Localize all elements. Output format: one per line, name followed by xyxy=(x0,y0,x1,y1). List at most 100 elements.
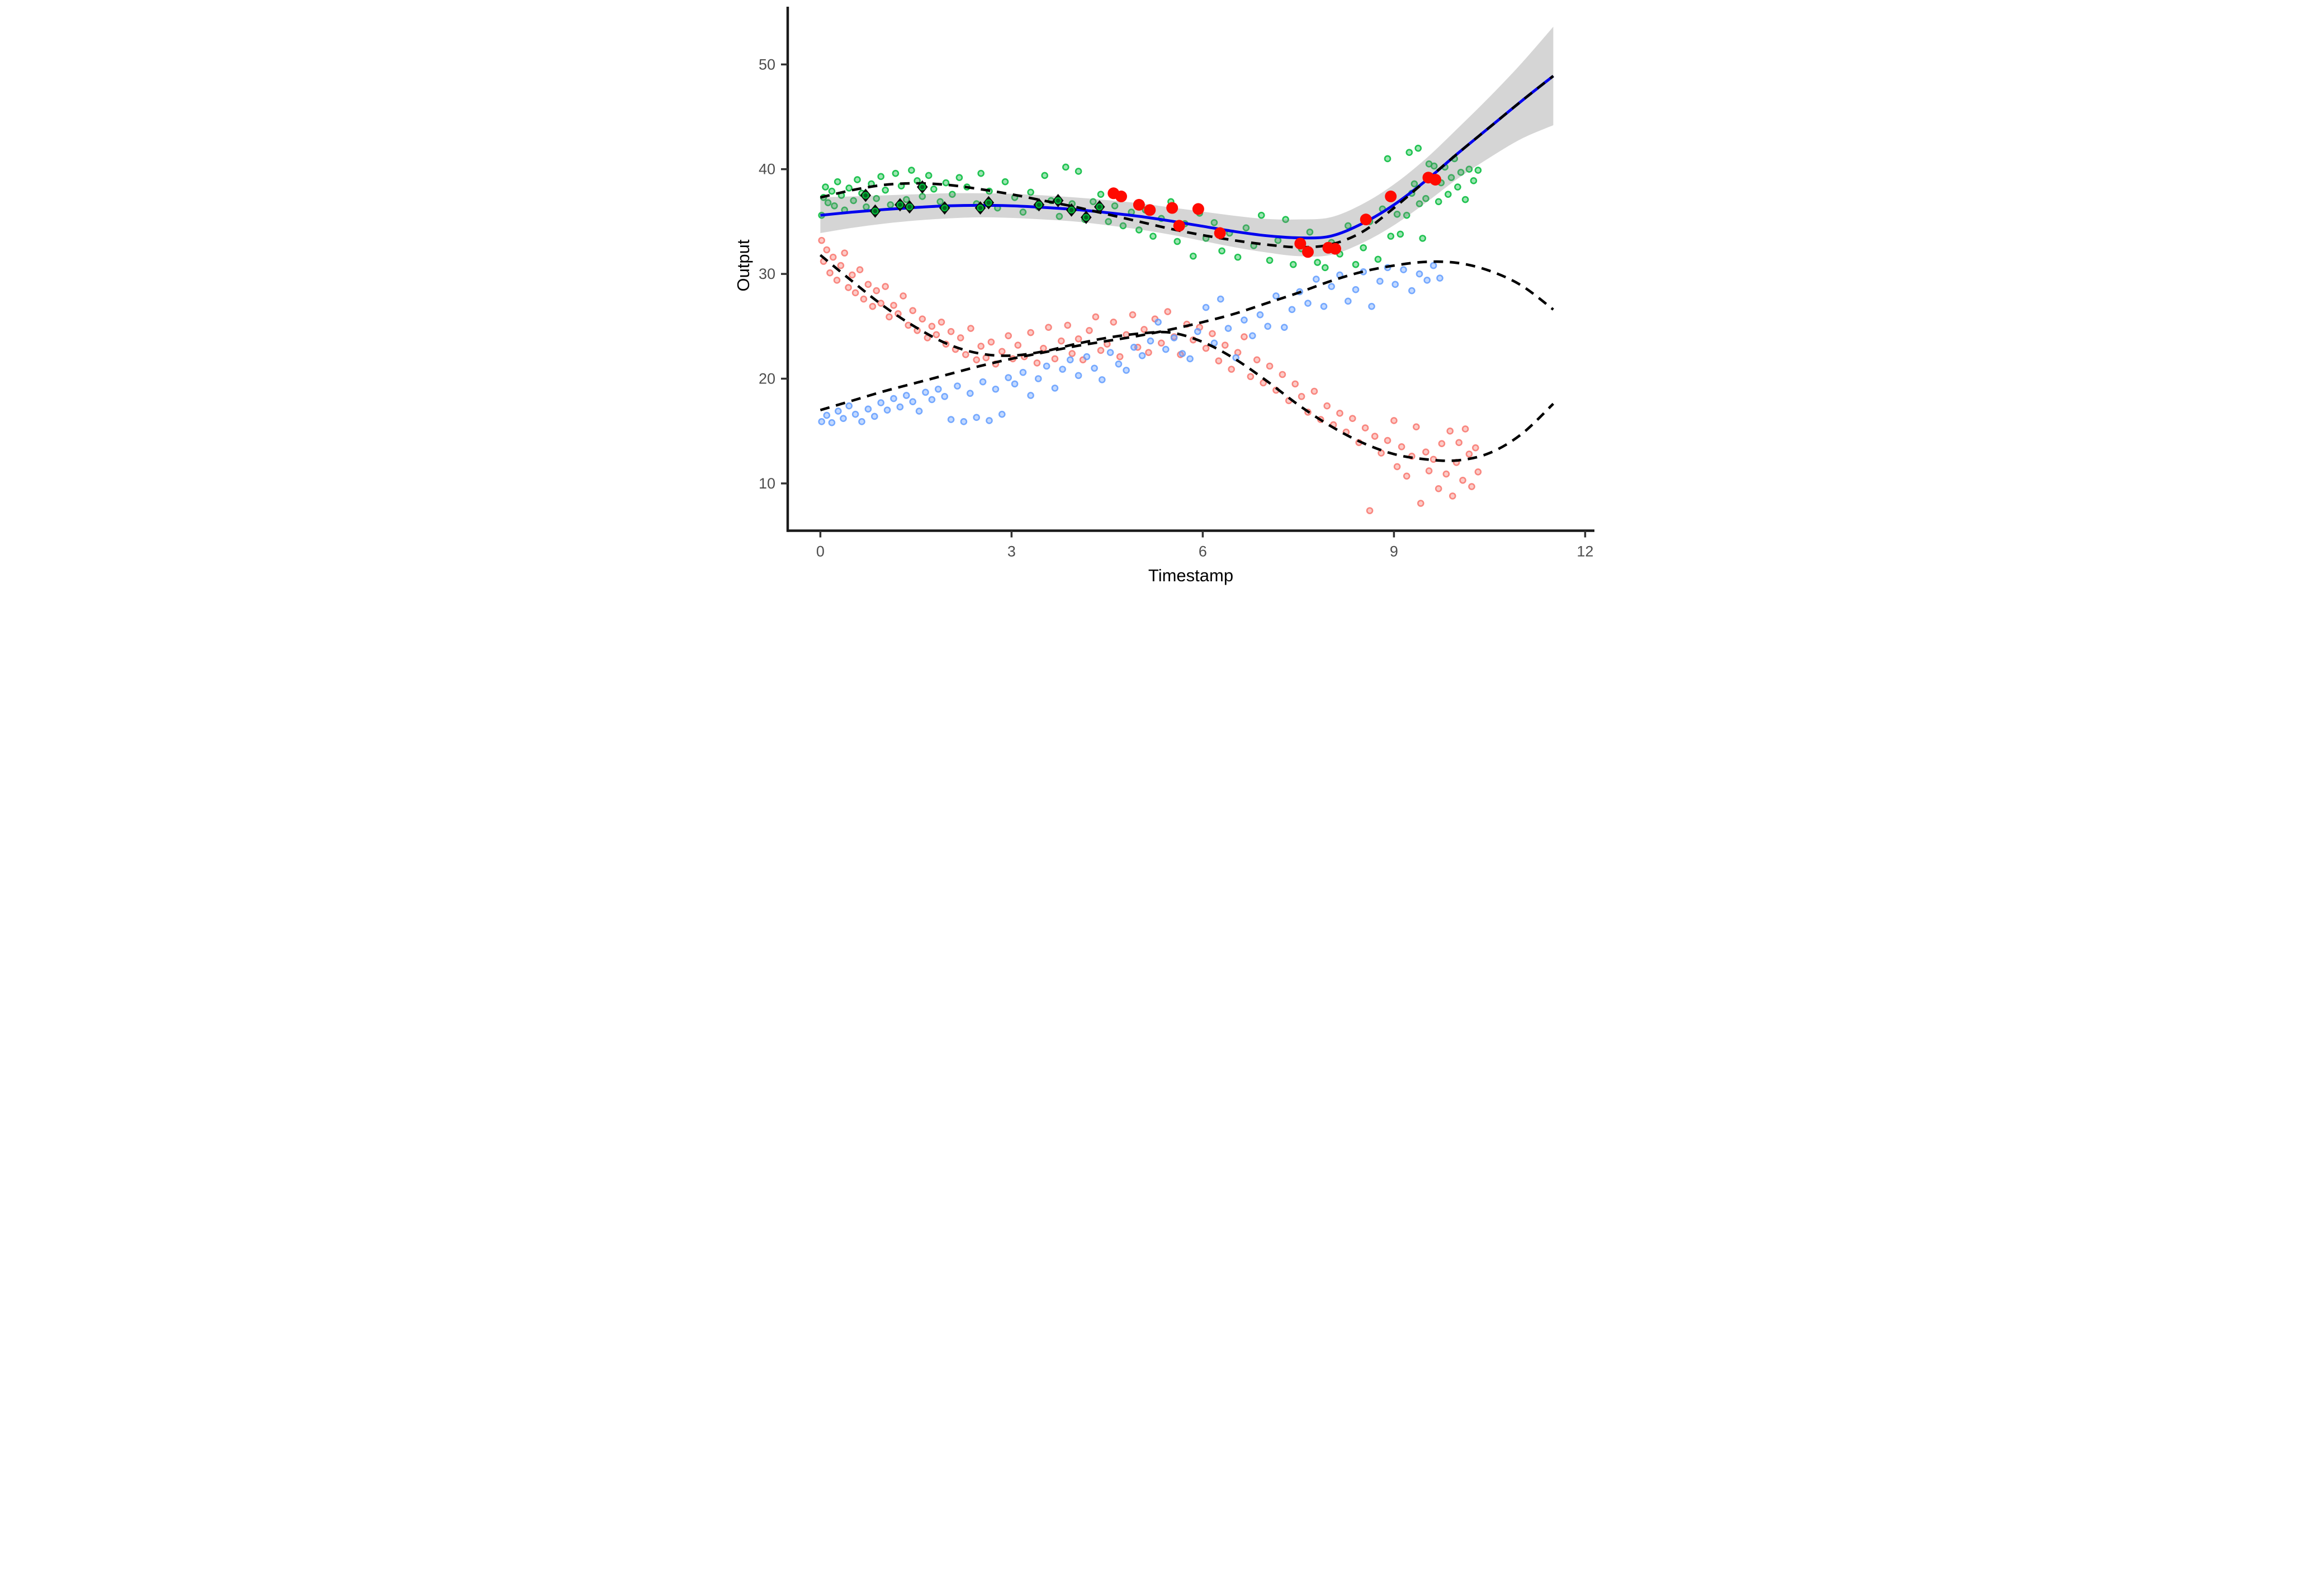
data-point xyxy=(1465,450,1473,458)
data-point xyxy=(1306,228,1313,236)
data-point xyxy=(856,266,863,273)
data-point xyxy=(1449,492,1456,500)
data-point xyxy=(1051,385,1058,392)
data-point xyxy=(1263,323,1271,330)
data-point xyxy=(1442,470,1450,478)
data-point xyxy=(1398,443,1405,450)
data-point xyxy=(845,402,853,410)
plot-panel xyxy=(817,26,1554,514)
diamond-center xyxy=(919,183,926,191)
data-point xyxy=(1218,247,1225,255)
data-point xyxy=(1135,226,1143,234)
x-tick-label: 3 xyxy=(1007,543,1015,560)
data-point xyxy=(1154,319,1162,326)
data-point xyxy=(864,281,872,288)
y-tick-label: 10 xyxy=(758,475,775,492)
data-point xyxy=(1068,350,1076,357)
data-point xyxy=(1444,191,1452,198)
data-point xyxy=(896,403,903,411)
data-point xyxy=(1019,368,1026,376)
data-point xyxy=(1436,274,1443,282)
data-point xyxy=(1371,433,1378,440)
data-point xyxy=(948,191,956,198)
data-point xyxy=(1367,302,1375,310)
data-point xyxy=(1116,353,1124,361)
data-point xyxy=(1425,467,1432,475)
data-point xyxy=(1097,347,1104,354)
data-point xyxy=(1109,319,1117,326)
data-point xyxy=(992,385,999,393)
data-point xyxy=(1062,163,1069,171)
chart-svg: 0 3 6 9 12 10 20 30 40 50 Timestamp Output xyxy=(733,7,1594,585)
data-point xyxy=(1361,424,1369,431)
data-point xyxy=(1327,283,1335,290)
data-point xyxy=(886,201,894,208)
data-point xyxy=(1298,393,1305,400)
x-tick-label: 9 xyxy=(1389,543,1398,560)
data-point xyxy=(1057,337,1065,345)
x-axis-title: Timestamp xyxy=(1148,566,1233,585)
data-point xyxy=(938,319,945,326)
data-point xyxy=(1454,183,1461,191)
data-point xyxy=(1166,202,1178,214)
data-point xyxy=(1259,379,1267,387)
confidence-ribbon xyxy=(820,26,1553,257)
diamond-center xyxy=(976,204,984,212)
data-point xyxy=(1234,253,1241,261)
series-trend-pink-dashed xyxy=(819,254,1554,462)
data-point xyxy=(1422,448,1430,456)
data-point xyxy=(1408,287,1416,295)
data-point xyxy=(1471,444,1479,452)
data-point xyxy=(1004,374,1012,381)
data-point xyxy=(1384,437,1391,444)
data-point xyxy=(1214,227,1226,239)
data-point xyxy=(872,287,880,295)
series-blue-points xyxy=(817,262,1443,426)
data-point xyxy=(933,331,940,339)
data-point xyxy=(1384,155,1391,163)
data-point xyxy=(1173,220,1185,232)
data-point xyxy=(1390,417,1398,424)
data-point xyxy=(824,199,831,206)
data-point xyxy=(845,184,853,192)
data-point xyxy=(1058,366,1066,373)
data-point xyxy=(1393,210,1400,218)
data-point xyxy=(1208,330,1216,338)
data-point xyxy=(1386,233,1394,240)
data-point xyxy=(1416,200,1423,207)
data-point xyxy=(1310,387,1318,395)
data-point xyxy=(1288,306,1295,314)
y-tick-label: 50 xyxy=(758,56,775,73)
data-point xyxy=(1344,222,1352,230)
y-axis-title: Output xyxy=(733,239,753,291)
series-trend-blue-dashed xyxy=(820,260,1554,411)
data-point xyxy=(823,246,830,254)
data-point xyxy=(1336,410,1343,417)
data-point xyxy=(1416,270,1423,278)
data-point xyxy=(1143,204,1156,216)
data-point xyxy=(1173,238,1181,245)
data-point xyxy=(1457,169,1464,176)
data-point xyxy=(883,406,891,414)
data-point xyxy=(1393,463,1400,471)
data-point xyxy=(1377,449,1385,457)
data-point xyxy=(1019,208,1026,216)
data-point xyxy=(962,351,969,358)
data-point xyxy=(908,398,916,406)
data-point xyxy=(1129,311,1136,319)
data-point xyxy=(1066,356,1074,364)
data-point xyxy=(1376,277,1384,285)
data-point xyxy=(1055,212,1063,220)
data-point xyxy=(1240,333,1248,340)
data-point xyxy=(1266,362,1273,370)
data-point xyxy=(1014,342,1021,349)
data-point xyxy=(985,417,993,424)
data-point xyxy=(1011,380,1018,388)
data-point xyxy=(902,392,910,399)
data-point xyxy=(1063,321,1071,329)
data-point xyxy=(872,195,880,202)
data-point xyxy=(1075,372,1082,380)
data-point xyxy=(1240,316,1248,324)
data-point xyxy=(1026,188,1034,196)
data-point xyxy=(1106,349,1114,356)
